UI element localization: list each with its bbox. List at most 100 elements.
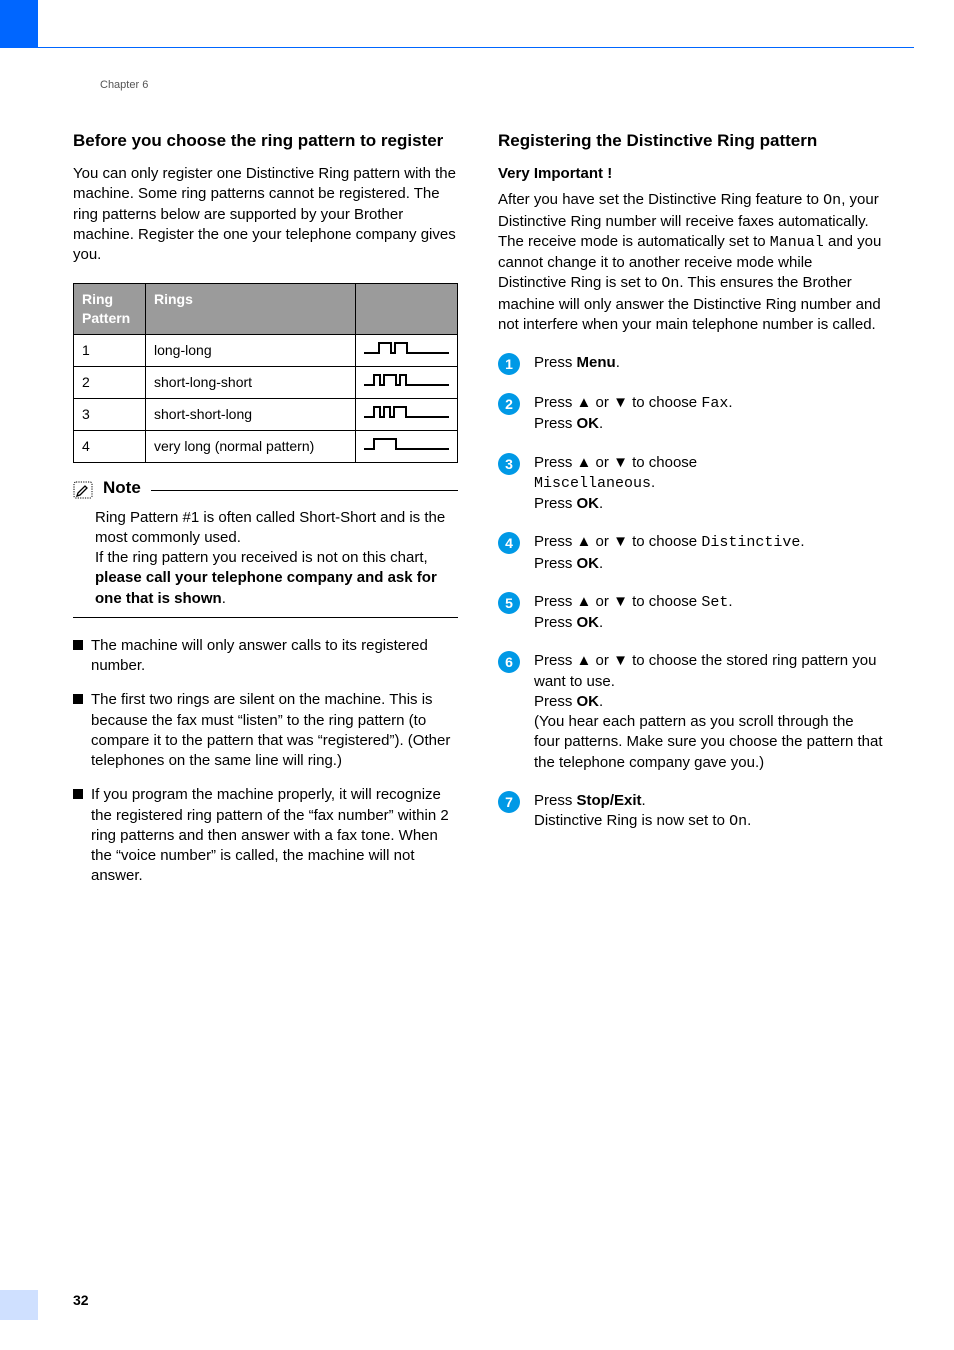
step: 6 Press ▲ or ▼ to choose the stored ring … xyxy=(498,651,883,773)
step-text-part: (You hear each pattern as you scroll thr… xyxy=(534,713,883,771)
step-text-part: Stop/Exit xyxy=(577,792,642,809)
note-label: Note xyxy=(103,477,141,500)
step-text-part: . xyxy=(651,474,655,491)
note-line1: Ring Pattern #1 is often called Short-Sh… xyxy=(95,509,445,546)
intro-on2: On xyxy=(661,275,679,292)
left-heading: Before you choose the ring pattern to re… xyxy=(73,130,458,152)
step-text-part: Press xyxy=(534,792,577,809)
table-header-row: Ring Pattern Rings xyxy=(74,284,458,335)
table-row: 4 very long (normal pattern) xyxy=(74,430,458,462)
step-text-part: Press xyxy=(534,394,577,411)
step-text-part: ▼ xyxy=(613,652,628,669)
intro-pre: After you have set the Distinctive Ring … xyxy=(498,191,823,208)
step-text-part: ▲ xyxy=(577,593,592,610)
header-blue-block xyxy=(0,0,38,48)
step-text-part: Press xyxy=(534,555,577,572)
step-text-part: OK xyxy=(577,415,600,432)
step: 4Press ▲ or ▼ to choose Distinctive.Pres… xyxy=(498,532,883,574)
col-header-pattern: Ring Pattern xyxy=(74,284,146,335)
step-number-badge: 4 xyxy=(498,532,520,554)
note-body: Ring Pattern #1 is often called Short-Sh… xyxy=(73,504,458,618)
step-text-part: Press xyxy=(534,593,577,610)
steps-list: 1Press Menu.2Press ▲ or ▼ to choose Fax.… xyxy=(498,353,883,832)
step-body: Press ▲ or ▼ to choose Distinctive.Press… xyxy=(534,532,883,574)
step-text-part: . xyxy=(800,533,804,550)
step-text-part: Press xyxy=(534,614,577,631)
bullet-list: The machine will only answer calls to it… xyxy=(73,636,458,887)
step-text-part: . xyxy=(747,812,751,829)
step-text-part: or xyxy=(591,454,613,471)
header-rule xyxy=(38,47,914,48)
step-text-part: OK xyxy=(577,555,600,572)
step-text-part: ▼ xyxy=(613,533,628,550)
step-text-part: . xyxy=(728,394,732,411)
right-intro: After you have set the Distinctive Ring … xyxy=(498,190,883,335)
ring-diagram-icon xyxy=(356,430,458,462)
step-text-part: Fax xyxy=(701,395,728,412)
right-heading: Registering the Distinctive Ring pattern xyxy=(498,130,883,152)
left-column: Before you choose the ring pattern to re… xyxy=(73,130,458,901)
pattern-number: 3 xyxy=(74,398,146,430)
page-content: Before you choose the ring pattern to re… xyxy=(73,130,883,901)
step-body: Press ▲ or ▼ to choose the stored ring p… xyxy=(534,651,883,773)
ring-pattern-table: Ring Pattern Rings 1 long-long 2 short-l… xyxy=(73,283,458,462)
table-row: 1 long-long xyxy=(74,335,458,367)
step-text-part: Press xyxy=(534,354,577,371)
step-text-part: to choose xyxy=(628,533,701,550)
rings-desc: short-long-short xyxy=(146,367,356,399)
step-text-part: or xyxy=(591,394,613,411)
step-text-part: Distinctive xyxy=(701,534,800,551)
step-number-badge: 5 xyxy=(498,592,520,614)
pattern-number: 4 xyxy=(74,430,146,462)
list-item: If you program the machine properly, it … xyxy=(73,785,458,886)
note-line2-bold: please call your telephone company and a… xyxy=(95,569,437,606)
rings-desc: very long (normal pattern) xyxy=(146,430,356,462)
step-text-part: . xyxy=(728,593,732,610)
step-text-part: to choose xyxy=(628,593,701,610)
step-text-part: ▼ xyxy=(613,454,628,471)
step-text-part: OK xyxy=(577,614,600,631)
step-text-part: to choose xyxy=(628,454,697,471)
step-text-part: . xyxy=(599,495,603,512)
step-text-part: ▲ xyxy=(577,394,592,411)
note-line2-post: . xyxy=(222,590,226,607)
step-number-badge: 6 xyxy=(498,651,520,673)
table-row: 2 short-long-short xyxy=(74,367,458,399)
step-text-part: On xyxy=(729,813,747,830)
note-pencil-icon xyxy=(73,481,93,499)
step-text-part: to choose xyxy=(628,394,701,411)
col-header-diagram xyxy=(356,284,458,335)
step-text-part: . xyxy=(599,614,603,631)
step: 1Press Menu. xyxy=(498,353,883,375)
step-number-badge: 3 xyxy=(498,453,520,475)
pattern-number: 1 xyxy=(74,335,146,367)
left-intro: You can only register one Distinctive Ri… xyxy=(73,164,458,265)
step-body: Press ▲ or ▼ to choose Miscellaneous.Pre… xyxy=(534,453,883,515)
note-block: Note Ring Pattern #1 is often called Sho… xyxy=(73,477,458,618)
ring-diagram-icon xyxy=(356,367,458,399)
step-text-part: ▲ xyxy=(577,652,592,669)
intro-on1: On xyxy=(823,192,841,209)
step-text-part: OK xyxy=(577,495,600,512)
step: 2Press ▲ or ▼ to choose Fax.Press OK. xyxy=(498,393,883,435)
step-text-part: Menu xyxy=(577,354,616,371)
step-text-part: Miscellaneous xyxy=(534,475,651,492)
step-number-badge: 1 xyxy=(498,353,520,375)
ring-diagram-icon xyxy=(356,398,458,430)
list-item: The first two rings are silent on the ma… xyxy=(73,690,458,771)
pattern-number: 2 xyxy=(74,367,146,399)
step-text-part: . xyxy=(642,792,646,809)
col-header-rings: Rings xyxy=(146,284,356,335)
step: 5Press ▲ or ▼ to choose Set.Press OK. xyxy=(498,592,883,634)
step-text-part: or xyxy=(591,533,613,550)
step: 7Press Stop/Exit.Distinctive Ring is now… xyxy=(498,791,883,833)
chapter-label: Chapter 6 xyxy=(100,78,148,93)
step-text-part: ▲ xyxy=(577,533,592,550)
step: 3 Press ▲ or ▼ to choose Miscellaneous.Pr… xyxy=(498,453,883,515)
step-body: Press ▲ or ▼ to choose Set.Press OK. xyxy=(534,592,883,634)
rings-desc: short-short-long xyxy=(146,398,356,430)
step-text-part: . xyxy=(599,693,603,710)
step-number-badge: 7 xyxy=(498,791,520,813)
step-text-part: Press xyxy=(534,652,577,669)
step-text-part: Press xyxy=(534,415,577,432)
